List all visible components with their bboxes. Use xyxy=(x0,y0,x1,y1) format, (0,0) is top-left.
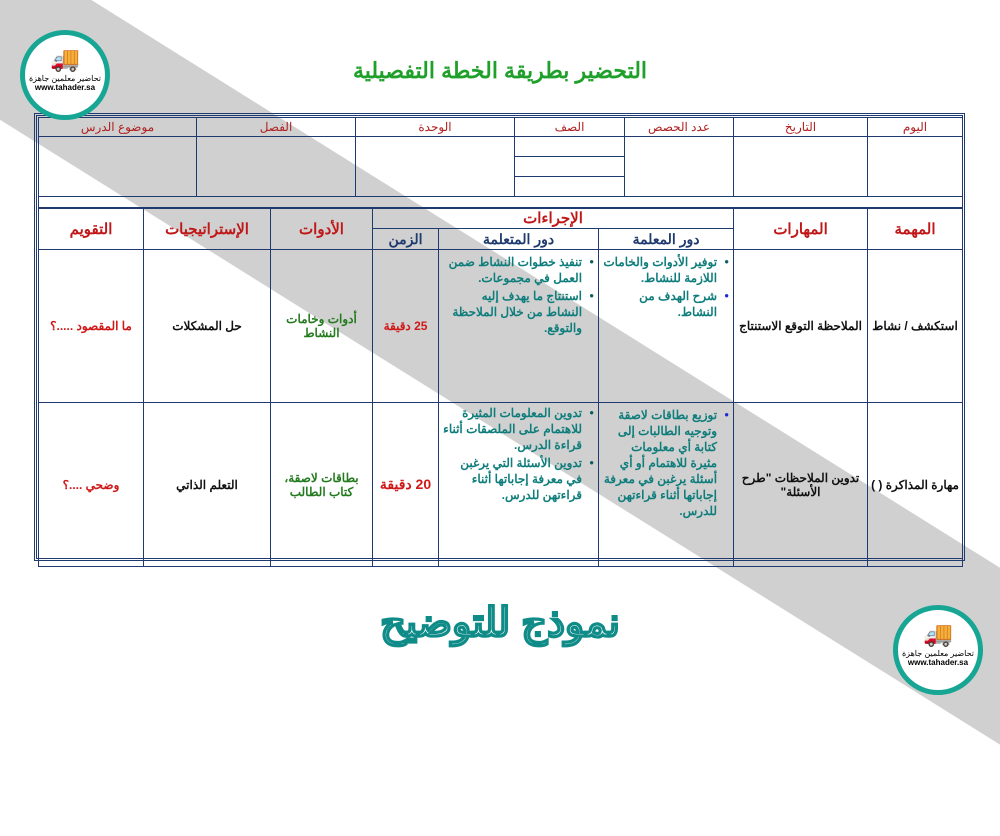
strategy-cell: حل المشكلات xyxy=(143,249,271,403)
plan-table: المهمة المهارات الإجراءات الأدوات الإستر… xyxy=(38,207,964,567)
teacher-step: شرح الهدف من النشاط. xyxy=(603,288,729,320)
evaluation-cell: وضحي ....؟ xyxy=(38,402,144,567)
tools-cell: بطاقات لاصقة، كتاب الطالب xyxy=(270,402,373,567)
teacher-step: توفير الأدوات والخامات اللازمة للنشاط. xyxy=(603,254,729,286)
task-cell: استكشف / نشاط xyxy=(867,249,964,403)
header-tools: الأدوات xyxy=(270,207,373,250)
logo-text: تحاضير معلمين جاهزة xyxy=(28,74,102,83)
header-learner-role: دور المتعلمة xyxy=(438,228,600,250)
time-cell: 25 دقيقة xyxy=(371,249,440,403)
header-unit: الوحدة xyxy=(355,117,515,137)
watermark-text: نموذج للتوضيح xyxy=(379,600,621,646)
logo-bottom: 🚚 تحاضير معلمين جاهزة www.tahader.sa xyxy=(893,605,983,695)
header-strategies: الإستراتيجيات xyxy=(143,207,271,250)
table-row: مهارة المذاكرة ( ) تدوين الملاحظات "طرح … xyxy=(38,402,964,567)
header-day: اليوم xyxy=(867,117,963,137)
strategy-cell: التعلم الذاتي xyxy=(143,402,271,567)
header-chapter: الفصل xyxy=(196,117,356,137)
learner-step: تنفيذ خطوات النشاط ضمن العمل في مجموعات. xyxy=(443,254,594,286)
task-cell: مهارة المذاكرة ( ) xyxy=(867,402,964,567)
header-date: التاريخ xyxy=(733,117,868,137)
grade-field[interactable] xyxy=(514,176,625,197)
header-periods: عدد الحصص xyxy=(624,117,734,137)
learner-step: تدوين الأسئلة التي يرغبن في معرفة إجابات… xyxy=(443,455,594,503)
date-field[interactable] xyxy=(733,136,868,197)
periods-field[interactable] xyxy=(624,136,734,197)
logo-url: www.tahader.sa xyxy=(34,83,96,92)
header-grade: الصف xyxy=(514,117,625,137)
table-row: استكشف / نشاط الملاحظة التوقع الاستنتاج … xyxy=(38,249,964,403)
header-teacher-role: دور المعلمة xyxy=(598,228,735,250)
evaluation-cell: ما المقصود .....؟ xyxy=(38,249,144,403)
teacher-step: توزيع بطاقات لاصقة وتوجيه الطالبات إلى ك… xyxy=(603,407,729,519)
header-lesson-topic: موضوع الدرس xyxy=(38,117,197,137)
tools-cell: أدوات وخامات النشاط xyxy=(270,249,373,403)
info-table: اليوم التاريخ عدد الحصص الصف الوحدة الفص… xyxy=(38,117,963,209)
header-evaluation: التقويم xyxy=(38,207,144,250)
unit-field[interactable] xyxy=(355,136,515,197)
time-cell: 20 دقيقة xyxy=(371,402,440,567)
grade-field[interactable] xyxy=(514,136,625,157)
chapter-field[interactable] xyxy=(196,136,356,197)
header-time: الزمن xyxy=(371,228,440,250)
truck-icon: 🚚 xyxy=(50,46,80,73)
day-field[interactable] xyxy=(867,136,963,197)
logo: 🚚 تحاضير معلمين جاهزة www.tahader.sa xyxy=(20,30,110,120)
header-skills: المهارات xyxy=(733,207,869,250)
lesson-topic-field[interactable] xyxy=(38,136,197,197)
header-procedures: الإجراءات xyxy=(371,207,735,229)
learner-step: تدوين المعلومات المثيرة للاهتمام على الم… xyxy=(443,405,594,453)
learner-step: استنتاج ما يهدف إليه النشاط من خلال المل… xyxy=(443,288,594,336)
grade-field[interactable] xyxy=(514,156,625,177)
logo-url: www.tahader.sa xyxy=(907,658,969,667)
skills-cell: الملاحظة التوقع الاستنتاج xyxy=(733,249,869,403)
truck-icon: 🚚 xyxy=(923,621,953,648)
page-title: التحضير بطريقة الخطة التفصيلية xyxy=(352,58,648,83)
logo-text: تحاضير معلمين جاهزة xyxy=(901,649,975,658)
skills-cell: تدوين الملاحظات "طرح الأسئلة" xyxy=(733,402,869,567)
header-task: المهمة xyxy=(867,207,964,250)
